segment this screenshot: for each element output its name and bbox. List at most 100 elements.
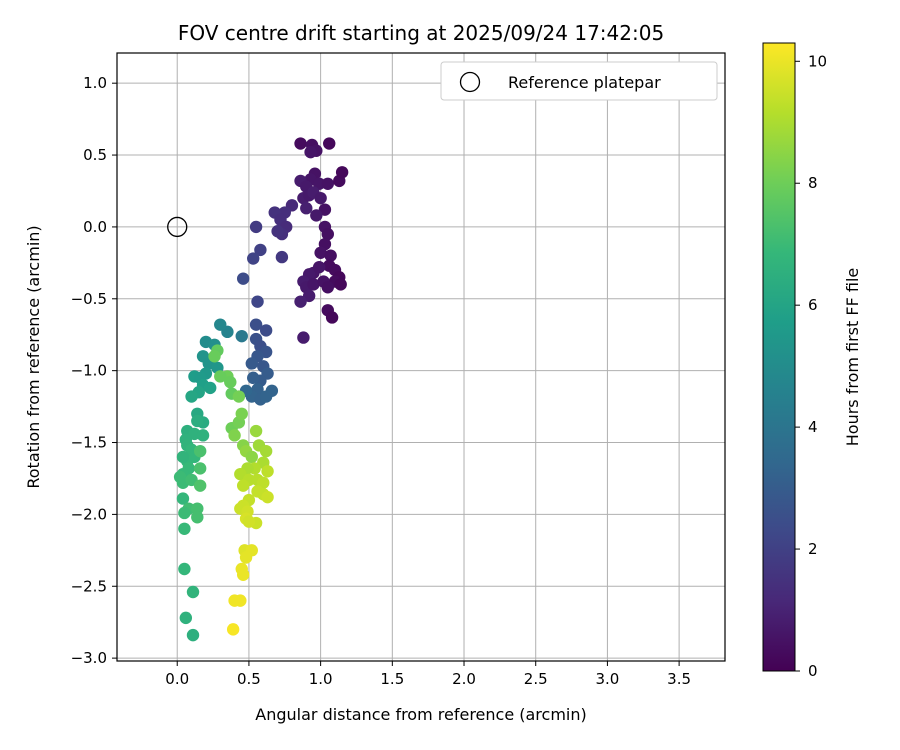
data-point <box>247 371 260 385</box>
data-point <box>235 329 248 343</box>
data-point <box>236 568 250 581</box>
data-point <box>193 444 207 458</box>
data-point <box>196 429 210 442</box>
data-point <box>265 384 279 397</box>
x-tick-label: 3.5 <box>667 670 691 688</box>
data-point <box>271 225 284 238</box>
data-point <box>235 407 248 420</box>
data-point <box>321 281 334 294</box>
data-point <box>261 465 274 478</box>
data-point <box>239 551 253 564</box>
colorbar-tick-label: 4 <box>808 418 818 436</box>
plot-frame <box>116 52 726 662</box>
x-tick-label: 0.5 <box>237 670 261 688</box>
data-point <box>261 490 274 504</box>
data-point <box>226 623 240 636</box>
data-point <box>310 209 323 222</box>
data-point <box>259 444 273 458</box>
x-tick-label: 2.5 <box>524 670 548 688</box>
data-point <box>249 220 263 234</box>
colorbar-tick-label: 0 <box>808 662 818 680</box>
x-axis-ticks: 0.0 0.5 1.0 1.5 2.0 2.5 3.0 3.5 <box>165 661 691 688</box>
colorbar-ticks: 0 2 4 6 8 10 <box>795 52 827 680</box>
y-axis-ticks: 1.0 0.5 0.0 −0.5 −1.0 −1.5 −2.0 −2.5 −3.0 <box>71 74 117 667</box>
data-point <box>186 585 200 599</box>
data-point <box>228 429 241 442</box>
y-tick-label: 0.5 <box>83 146 107 164</box>
data-point <box>307 278 320 291</box>
colorbar-tick-label: 2 <box>808 540 818 558</box>
data-point <box>186 628 200 642</box>
data-point <box>275 250 289 264</box>
data-point <box>179 611 193 625</box>
data-point <box>236 272 250 285</box>
data-point <box>232 390 246 403</box>
legend: Reference platepar <box>440 61 718 101</box>
data-point <box>242 515 256 528</box>
colorbar-label: Hours from first FF file <box>843 268 862 447</box>
data-point <box>323 137 336 150</box>
data-point <box>245 357 258 370</box>
y-tick-label: −1.0 <box>71 362 107 380</box>
y-tick-label: −0.5 <box>71 290 107 308</box>
data-point <box>324 249 337 262</box>
x-tick-label: 1.0 <box>309 670 333 688</box>
colorbar-tick-label: 8 <box>808 174 818 192</box>
data-point <box>176 492 190 505</box>
data-point <box>321 177 334 190</box>
data-point <box>294 295 307 308</box>
data-points <box>173 137 349 642</box>
data-point <box>297 331 310 344</box>
legend-reference-marker <box>459 71 481 93</box>
legend-box <box>440 61 718 101</box>
data-point <box>251 295 264 308</box>
data-point <box>236 479 250 492</box>
y-axis-label: Rotation from reference (arcmin) <box>24 225 43 488</box>
data-point <box>191 511 204 524</box>
data-point <box>334 278 347 291</box>
data-point <box>193 462 207 475</box>
data-point <box>191 414 204 428</box>
x-axis-label: Angular distance from reference (arcmin) <box>255 705 586 724</box>
y-tick-label: 0.0 <box>83 218 107 236</box>
data-point <box>178 522 191 535</box>
x-tick-label: 3.0 <box>595 670 619 688</box>
data-point <box>314 246 327 259</box>
data-point <box>204 381 217 395</box>
data-point <box>321 227 334 241</box>
colorbar <box>762 42 796 672</box>
x-tick-label: 1.5 <box>380 670 404 688</box>
data-point <box>214 370 227 383</box>
data-point <box>214 318 227 331</box>
data-point <box>193 479 207 492</box>
data-point <box>304 145 317 159</box>
colorbar-tick-label: 10 <box>808 52 827 70</box>
x-tick-label: 2.0 <box>452 670 476 688</box>
data-point <box>245 450 258 464</box>
data-point <box>325 311 339 324</box>
y-tick-label: 1.0 <box>83 74 107 92</box>
data-point <box>335 166 349 179</box>
data-point <box>176 450 190 464</box>
data-point <box>234 594 247 607</box>
y-tick-label: −1.5 <box>71 434 107 452</box>
data-point <box>247 252 260 265</box>
x-tick-label: 0.0 <box>165 670 189 688</box>
data-point <box>178 506 191 520</box>
reference-marker-layer <box>167 216 188 238</box>
data-point <box>249 318 263 331</box>
legend-label: Reference platepar <box>508 73 661 92</box>
y-tick-label: −2.0 <box>71 505 107 523</box>
data-point <box>185 390 198 403</box>
colorbar-tick-label: 6 <box>808 296 818 314</box>
y-tick-label: −3.0 <box>71 649 107 667</box>
data-point <box>259 324 273 337</box>
data-point <box>191 502 204 515</box>
data-point <box>294 137 307 150</box>
data-point <box>178 562 191 576</box>
data-point <box>314 191 327 205</box>
data-point <box>249 424 263 438</box>
data-point <box>300 202 313 215</box>
y-tick-label: −2.5 <box>71 577 107 595</box>
